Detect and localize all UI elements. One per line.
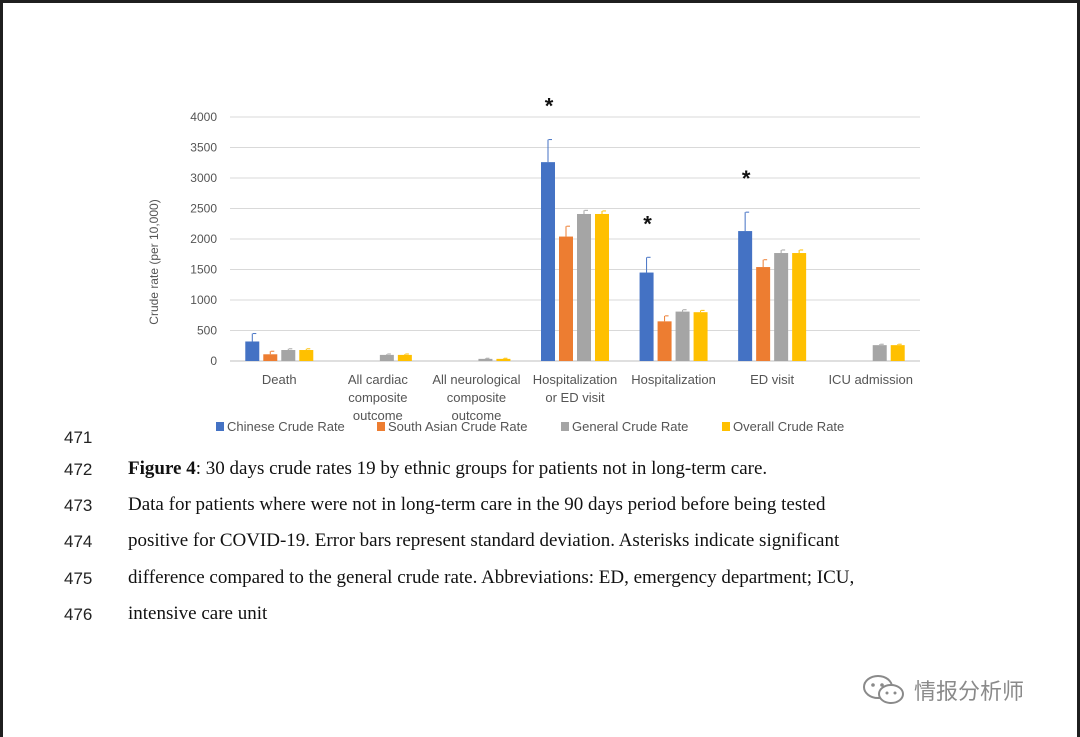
bar [890, 345, 905, 361]
legend-label: South Asian Crude Rate [388, 419, 527, 434]
wechat-icon [863, 675, 904, 704]
legend-swatch [216, 422, 224, 431]
significance-markers: * * * [545, 94, 751, 237]
bar [478, 358, 493, 361]
significance-asterisk: * [742, 166, 751, 191]
legend-swatch [722, 422, 730, 431]
x-tick-label: composite [348, 390, 407, 405]
significance-asterisk: * [545, 94, 554, 119]
line-number: 473 [64, 496, 93, 515]
caption-line: difference compared to the general crude… [128, 567, 854, 589]
y-tick-label: 2000 [190, 232, 217, 246]
legend-swatch [377, 422, 385, 431]
legend-label: Overall Crude Rate [733, 419, 844, 434]
y-axis-label: Crude rate (per 10,000) [147, 199, 161, 324]
chart-legend: Chinese Crude Rate South Asian Crude Rate… [216, 419, 844, 434]
watermark: 情报分析师 [862, 672, 1024, 708]
x-tick-label: Death [262, 372, 297, 387]
caption-text: Data for patients where were not in long… [128, 494, 826, 515]
bar [577, 213, 591, 361]
bar [693, 312, 708, 361]
x-tick-label: outcome [353, 408, 403, 423]
chart-bars [245, 139, 905, 361]
bar [595, 213, 609, 361]
y-tick-label: 0 [210, 354, 217, 368]
caption-text: difference compared to the general crude… [128, 567, 855, 588]
bar [756, 267, 771, 361]
x-tick-label: or ED visit [545, 390, 605, 405]
bar [639, 272, 654, 361]
bar [738, 231, 753, 361]
page-border-left [0, 0, 3, 737]
bar-chart: 0 500 1000 1500 2000 2500 3000 3500 4000 Crude r… [147, 94, 920, 434]
y-tick-label: 2500 [190, 202, 217, 216]
line-number: 474 [64, 532, 93, 551]
x-tick-label: ED visit [750, 372, 794, 387]
page-border-top [0, 0, 1080, 3]
legend-label: Chinese Crude Rate [227, 419, 345, 434]
y-tick-label: 3500 [190, 141, 217, 155]
chart-gridlines [230, 116, 920, 362]
y-tick-label: 1500 [190, 263, 217, 277]
line-number: 472 [64, 460, 93, 479]
caption-text: : 30 days crude rates 19 by ethnic group… [195, 458, 768, 479]
line-number: 475 [64, 569, 93, 588]
legend-swatch [561, 422, 569, 431]
bar [675, 311, 690, 361]
bar [541, 162, 555, 361]
x-tick-label: All cardiac [348, 372, 408, 387]
caption-text: positive for COVID-19. Error bars repres… [128, 530, 840, 551]
bar [379, 354, 394, 361]
bar [263, 354, 278, 361]
caption-line: Figure 4: 30 days crude rates 19 by ethn… [128, 458, 767, 480]
figure-label: Figure 4 [128, 458, 196, 479]
y-tick-label: 500 [197, 324, 217, 338]
legend-label: General Crude Rate [572, 419, 688, 434]
caption-line: positive for COVID-19. Error bars repres… [128, 530, 839, 552]
bar [496, 358, 511, 361]
y-tick-label: 4000 [190, 110, 217, 124]
bar [657, 321, 672, 361]
bar [872, 345, 887, 361]
y-tick-label: 3000 [190, 171, 217, 185]
bar [397, 354, 412, 361]
bar [245, 341, 260, 361]
line-number: 476 [64, 605, 93, 624]
bar [559, 236, 573, 361]
x-tick-label: All neurological [432, 372, 520, 387]
significance-asterisk: * [643, 211, 652, 236]
x-tick-label: Hospitalization [533, 372, 618, 387]
caption-line: Data for patients where were not in long… [128, 494, 825, 516]
y-axis-ticks: 0 500 1000 1500 2000 2500 3000 3500 4000 [190, 110, 217, 368]
bar [774, 253, 789, 361]
bar [792, 253, 807, 361]
bar [299, 350, 314, 361]
x-tick-label: outcome [451, 408, 501, 423]
y-tick-label: 1000 [190, 293, 217, 307]
line-number-471: 471 [64, 428, 93, 447]
x-tick-label: Hospitalization [631, 372, 716, 387]
x-axis-labels: Death All cardiac composite outcome All neur… [262, 372, 913, 423]
x-tick-label: ICU admission [828, 372, 913, 387]
x-tick-label: composite [447, 390, 506, 405]
bar [281, 350, 296, 361]
caption-text: intensive care unit [128, 603, 268, 624]
page-border-right [1077, 0, 1080, 737]
caption-line: intensive care unit [128, 603, 267, 625]
watermark-text: 情报分析师 [914, 680, 1025, 705]
